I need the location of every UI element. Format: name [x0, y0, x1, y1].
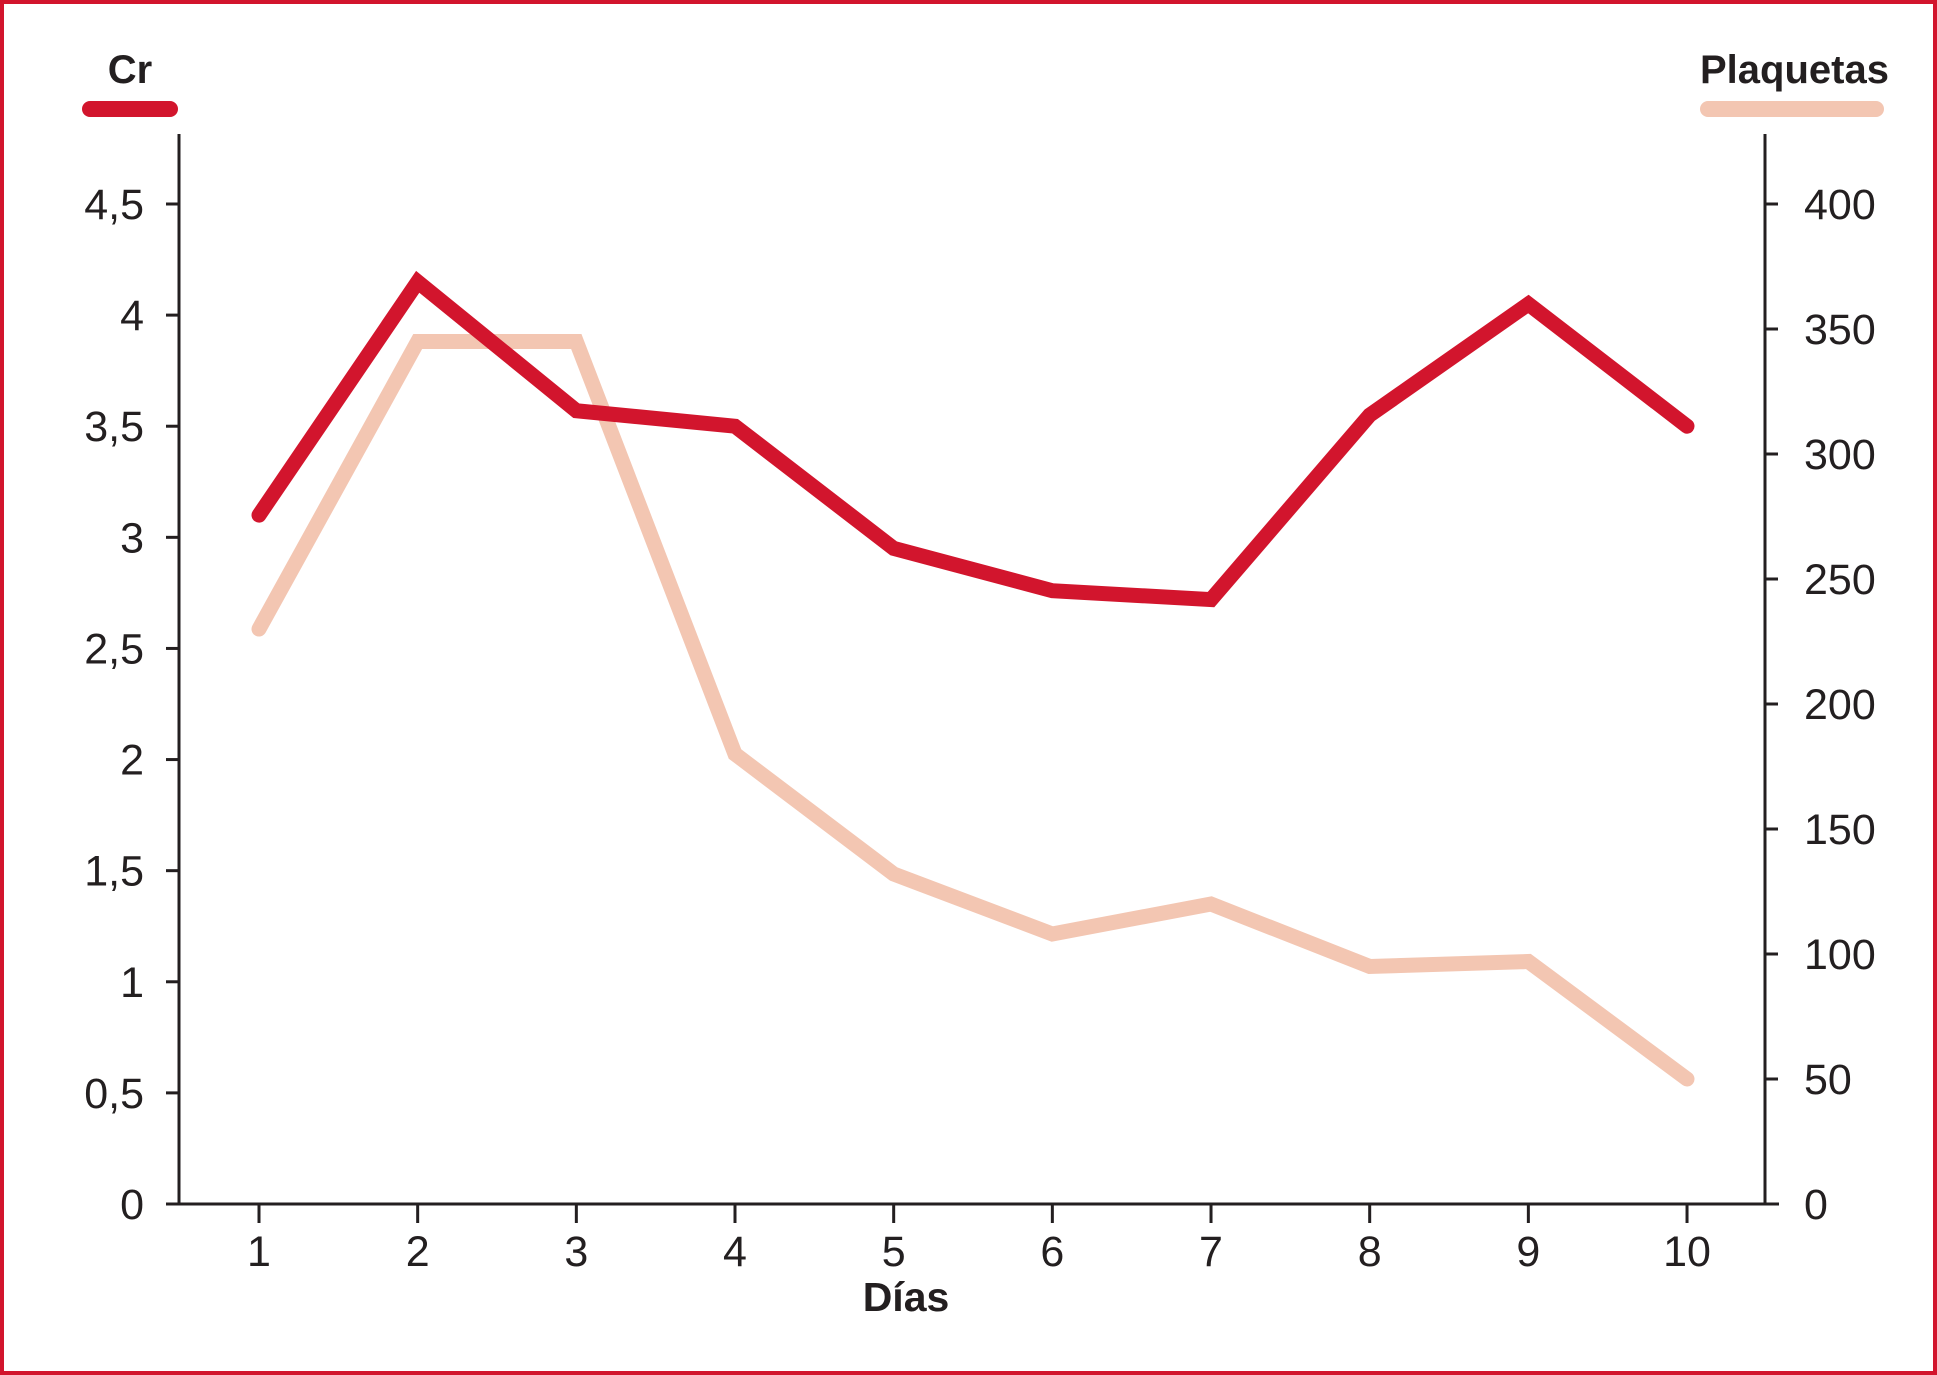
x-axis-tick-label: 1	[247, 1228, 271, 1276]
x-axis-tick-label: 7	[1199, 1228, 1223, 1276]
right-axis-tick-label: 350	[1804, 306, 1876, 354]
right-axis-tick-label: 50	[1804, 1056, 1852, 1104]
x-axis-tick-label: 2	[406, 1228, 430, 1276]
right-axis-tick-label: 250	[1804, 556, 1876, 604]
left-axis-tick-label: 0,5	[84, 1070, 144, 1118]
left-axis-tick-label: 1,5	[84, 848, 144, 896]
x-axis-tick-label: 8	[1358, 1228, 1382, 1276]
chart-canvas: 00,511,522,533,544,505010015020025030035…	[84, 134, 1876, 1320]
legend-plaquetas: Plaquetas	[1700, 48, 1889, 117]
legend-cr-swatch	[82, 101, 178, 117]
x-axis-tick-label: 10	[1663, 1228, 1711, 1276]
x-axis-tick-label: 4	[723, 1228, 747, 1276]
left-axis-tick-label: 3,5	[84, 403, 144, 451]
legend-plaquetas-swatch	[1700, 101, 1884, 117]
legend-cr-label: Cr	[107, 48, 153, 92]
legend-cr: Cr	[82, 50, 178, 117]
left-axis-tick-label: 4	[120, 292, 144, 340]
right-axis-tick-label: 400	[1804, 181, 1876, 229]
x-axis-tick-label: 3	[564, 1228, 588, 1276]
right-axis-tick-label: 0	[1804, 1181, 1828, 1229]
x-axis-tick-label: 6	[1040, 1228, 1064, 1276]
plaquetas-line	[251, 334, 1695, 1087]
left-axis-tick-label: 3	[120, 514, 144, 562]
left-axis-tick-label: 0	[120, 1181, 144, 1229]
left-axis-tick-label: 2	[120, 737, 144, 785]
left-axis-tick-label: 2,5	[84, 625, 144, 673]
x-axis-title: Días	[863, 1274, 950, 1320]
right-axis-tick-label: 100	[1804, 931, 1876, 979]
right-axis-tick-label: 150	[1804, 806, 1876, 854]
left-axis-tick-label: 1	[120, 959, 144, 1007]
right-axis-tick-label: 200	[1804, 681, 1876, 729]
right-axis-tick-label: 300	[1804, 431, 1876, 479]
x-axis-tick-label: 5	[882, 1228, 906, 1276]
legend-plaquetas-label: Plaquetas	[1700, 48, 1889, 92]
cr-line	[251, 270, 1695, 608]
left-axis-tick-label: 4,5	[84, 181, 144, 229]
x-axis-tick-label: 9	[1516, 1228, 1540, 1276]
